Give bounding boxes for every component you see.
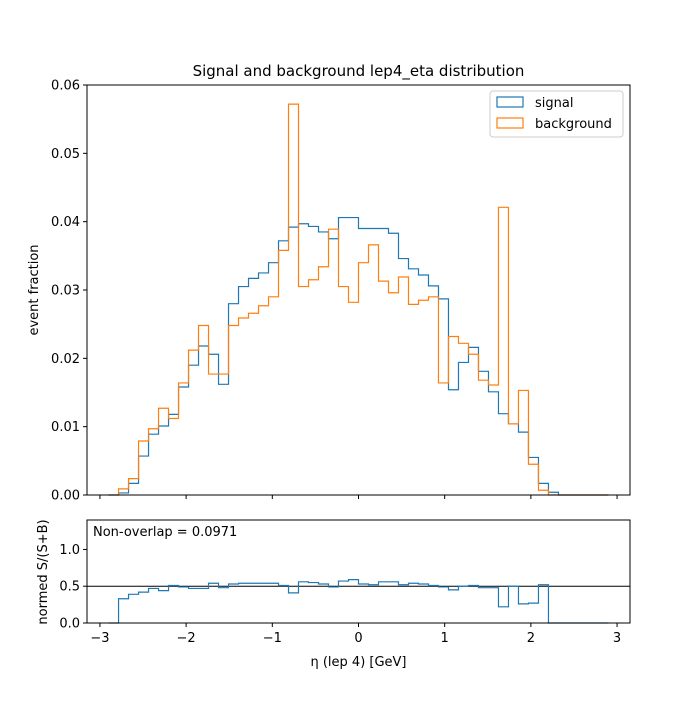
- top-ytick-label: 0.02: [51, 352, 80, 367]
- top-histograms: [108, 103, 609, 496]
- legend-signal-label: signal: [535, 96, 573, 111]
- bottom-xtick-label: 2: [527, 631, 535, 646]
- histogram-signal: [108, 216, 609, 496]
- bottom-x-ticks: −3 −2 −1 0 1 2 3: [90, 623, 621, 646]
- top-ytick-label: 0.04: [51, 215, 80, 230]
- bottom-xtick-label: −2: [177, 631, 196, 646]
- bottom-y-ticks: 0.0 0.5 1.0: [59, 543, 87, 632]
- top-y-ticks: 0.00 0.01 0.02 0.03 0.04 0.05 0.06: [51, 79, 87, 504]
- top-ylabel: event fraction: [27, 244, 42, 335]
- bottom-ratio: [87, 578, 630, 624]
- bottom-xtick-label: −3: [90, 631, 109, 646]
- bottom-xtick-label: −1: [263, 631, 282, 646]
- top-ytick-label: 0.05: [51, 147, 80, 162]
- bottom-xtick-label: 3: [613, 631, 621, 646]
- bottom-xtick-label: 0: [354, 631, 362, 646]
- bottom-xtick-label: 1: [441, 631, 449, 646]
- legend-background-swatch: [496, 117, 524, 129]
- bottom-xlabel: η (lep 4) [GeV]: [310, 655, 406, 670]
- legend-background-label: background: [535, 117, 612, 132]
- top-x-ticks: [99, 495, 618, 499]
- bottom-ylabel: normed S/(S+B): [36, 519, 51, 624]
- bottom-plot-frame: [86, 519, 631, 624]
- bottom-ytick-label: 0.5: [59, 580, 80, 595]
- legend: signal background: [489, 90, 624, 138]
- top-ytick-label: 0.06: [51, 79, 80, 94]
- bottom-ytick-label: 1.0: [59, 543, 80, 558]
- top-ytick-label: 0.00: [51, 489, 80, 504]
- histogram-background: [108, 103, 609, 496]
- bottom-annotation: Non-overlap = 0.0971: [93, 525, 237, 540]
- ratio-step: [108, 578, 609, 624]
- bottom-ytick-label: 0.0: [59, 617, 80, 632]
- top-ytick-label: 0.03: [51, 284, 80, 299]
- top-plot-frame: [86, 84, 631, 496]
- chart-title: Signal and background lep4_eta distribut…: [193, 62, 525, 81]
- legend-signal-swatch: [496, 96, 524, 108]
- top-ytick-label: 0.01: [51, 420, 80, 435]
